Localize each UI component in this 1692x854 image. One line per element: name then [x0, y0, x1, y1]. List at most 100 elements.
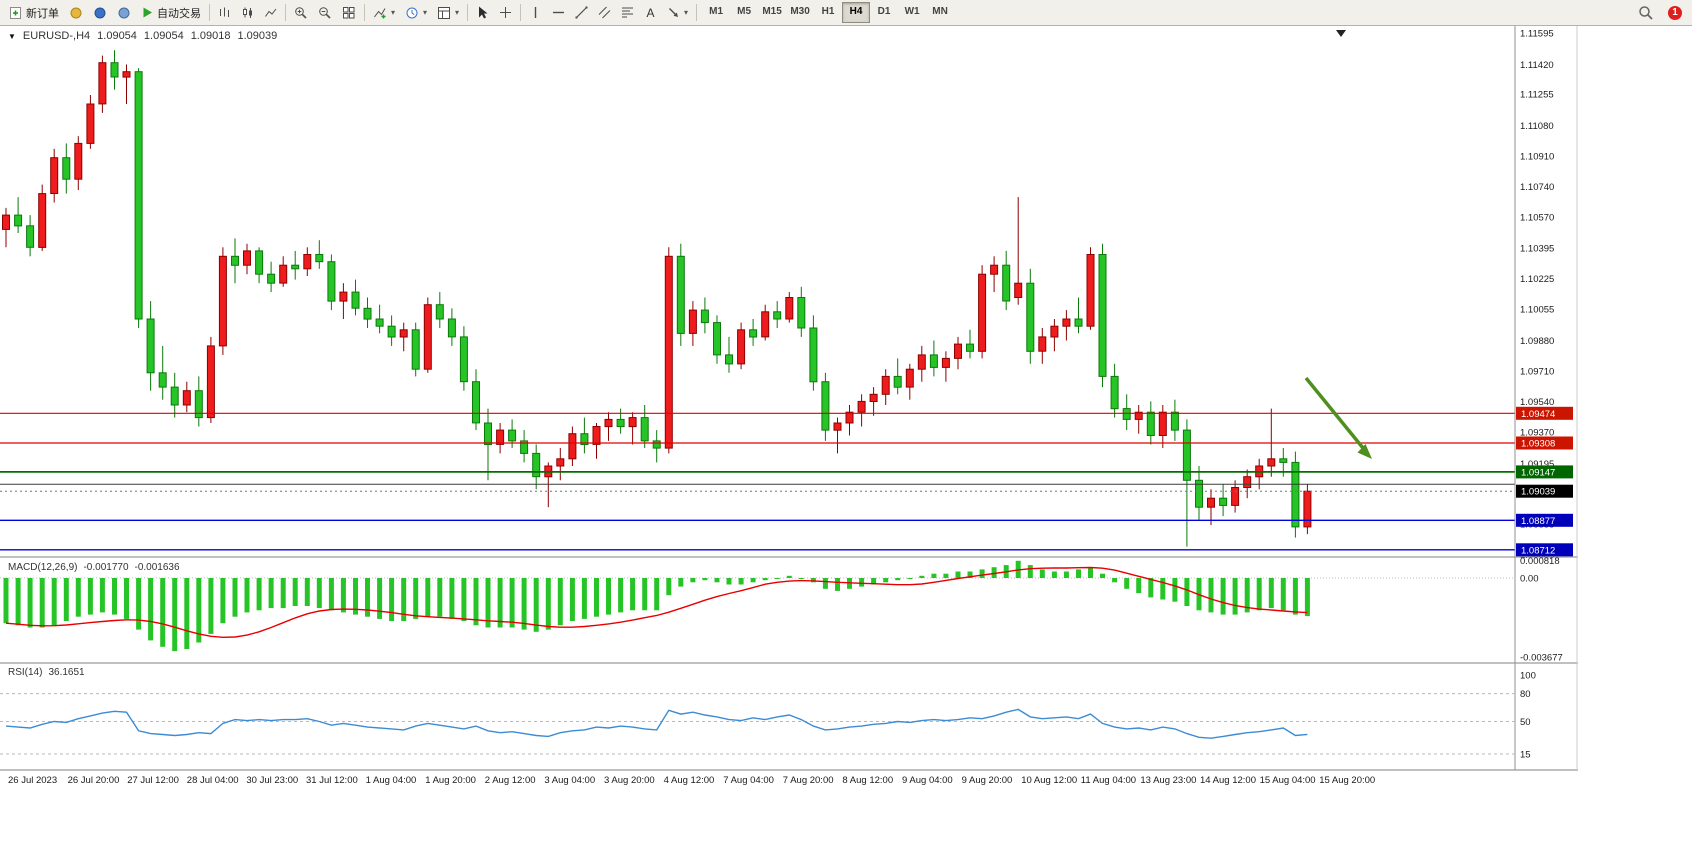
svg-text:13 Aug 23:00: 13 Aug 23:00 [1140, 775, 1196, 786]
price-axis[interactable]: 1.11595 1.11420 1.11255 1.11080 1.10910 1.107… [1520, 29, 1554, 562]
symbol-period-label: EURUSD-,H4 [22, 30, 91, 42]
autotrading-icon [143, 7, 152, 18]
price-level-badge: 1.09039 [1516, 484, 1573, 498]
channel-button[interactable] [593, 2, 616, 24]
toolbar-separator [520, 4, 522, 21]
indicators-button[interactable]: ▾ [368, 2, 400, 24]
chevron-down-icon: ▾ [423, 8, 428, 17]
line-chart-icon [265, 8, 277, 17]
market-watch-icon [94, 7, 106, 18]
svg-text:1.09370: 1.09370 [1520, 427, 1554, 438]
svg-text:1.10055: 1.10055 [1520, 305, 1554, 316]
autotrading-button[interactable]: 自动交易 [136, 2, 206, 24]
price-level-badge: 1.08712 [1516, 543, 1573, 557]
zoom-in-icon [295, 6, 307, 19]
one-click-trading-toggle[interactable]: ▼ [8, 31, 16, 41]
svg-text:1.10740: 1.10740 [1520, 182, 1554, 193]
price-level-badge: 1.09147 [1516, 465, 1573, 479]
svg-text:9 Aug 20:00: 9 Aug 20:00 [962, 775, 1013, 786]
svg-text:14 Aug 12:00: 14 Aug 12:00 [1200, 775, 1256, 786]
zoom-out-button[interactable] [313, 2, 337, 24]
bar-chart-icon [220, 7, 229, 17]
ohlc-low: 1.09018 [190, 30, 231, 42]
tile-windows-button[interactable] [337, 2, 361, 24]
timeframe-button-h4[interactable]: H4 [842, 2, 871, 23]
svg-text:1.09039: 1.09039 [1521, 487, 1555, 498]
history-center-button[interactable] [112, 2, 136, 24]
expert-advisors-button[interactable] [64, 2, 88, 24]
svg-text:1.08877: 1.08877 [1521, 516, 1555, 527]
ohlc-high: 1.09054 [143, 30, 184, 42]
crosshair-button[interactable] [494, 2, 517, 24]
timeframe-button-m1[interactable]: M1 [709, 6, 724, 17]
line-chart-button[interactable] [259, 2, 282, 24]
trendline-button[interactable] [570, 2, 593, 24]
timeframe-button-w1[interactable]: W1 [904, 6, 920, 17]
chevron-down-icon: ▾ [684, 8, 689, 17]
autotrading-label: 自动交易 [157, 7, 201, 20]
price-level-badge: 1.08877 [1516, 513, 1573, 527]
rsi-label: RSI(14) [8, 667, 43, 678]
svg-text:7 Aug 20:00: 7 Aug 20:00 [783, 775, 834, 786]
macd-signal-line [5, 566, 1308, 639]
svg-text:9 Aug 04:00: 9 Aug 04:00 [902, 775, 953, 786]
chart-shift-marker[interactable] [1336, 30, 1346, 37]
tile-windows-icon [343, 6, 355, 18]
rsi-axis-label: 50 [1520, 717, 1531, 728]
svg-text:3 Aug 04:00: 3 Aug 04:00 [544, 775, 595, 786]
svg-text:2 Aug 12:00: 2 Aug 12:00 [485, 775, 536, 786]
svg-text:1.11595: 1.11595 [1520, 29, 1554, 40]
svg-text:28 Jul 04:00: 28 Jul 04:00 [187, 775, 239, 786]
toolbar-separator [285, 4, 286, 21]
fibonacci-button[interactable] [616, 2, 639, 24]
rsi-axis-label: 100 [1520, 671, 1536, 682]
new-order-button[interactable]: 新订单 [4, 2, 64, 24]
zoom-in-button[interactable] [289, 2, 313, 24]
horizontal-line-button[interactable] [547, 2, 570, 24]
text-button[interactable]: A [639, 2, 662, 24]
price-level-badge: 1.09308 [1516, 436, 1573, 450]
svg-text:1.11255: 1.11255 [1520, 90, 1554, 101]
macd-axis-label: -0.003677 [1520, 653, 1563, 664]
fibonacci-icon [622, 7, 634, 18]
candlestick-chart-button[interactable] [236, 2, 259, 24]
svg-text:11 Aug 04:00: 11 Aug 04:00 [1081, 775, 1136, 786]
chart-header: ▼ EURUSD-,H4 1.09054 1.09054 1.09018 1.0… [8, 30, 277, 42]
new-order-label: 新订单 [26, 7, 59, 20]
arrows-button[interactable]: ▾ [662, 2, 693, 24]
market-watch-button[interactable] [88, 2, 112, 24]
templates-button[interactable]: ▾ [432, 2, 464, 24]
time-axis[interactable]: 26 Jul 2023 26 Jul 20:00 27 Jul 12:00 28 Ju… [8, 775, 1375, 786]
svg-text:1.10225: 1.10225 [1520, 274, 1554, 285]
timeframe-button-m15[interactable]: M15 [762, 6, 782, 17]
arrows-icon [669, 8, 679, 17]
annotation-arrow[interactable] [1304, 376, 1372, 459]
svg-text:8 Aug 12:00: 8 Aug 12:00 [842, 775, 893, 786]
svg-text:1.10570: 1.10570 [1520, 212, 1554, 223]
notification-badge[interactable]: 1 [1668, 5, 1682, 20]
templates-icon [438, 6, 451, 19]
timeframe-button-h1[interactable]: H1 [821, 6, 835, 17]
chart-canvas[interactable]: 1.11595 1.11420 1.11255 1.11080 1.10910 1.107… [0, 26, 1692, 854]
svg-text:26 Jul 20:00: 26 Jul 20:00 [68, 775, 120, 786]
svg-text:7 Aug 04:00: 7 Aug 04:00 [723, 775, 774, 786]
timeframe-group: M1 M5 M15 M30 H1 H4 D1 W1 MN [702, 2, 954, 23]
zoom-out-icon [319, 6, 331, 19]
chevron-down-icon: ▾ [455, 8, 460, 17]
svg-text:1.09147: 1.09147 [1521, 467, 1555, 478]
bar-chart-button[interactable] [213, 2, 236, 24]
periods-button[interactable]: ▾ [400, 2, 432, 24]
svg-text:27 Jul 12:00: 27 Jul 12:00 [127, 775, 179, 786]
svg-text:10 Aug 12:00: 10 Aug 12:00 [1021, 775, 1077, 786]
cursor-button[interactable] [471, 2, 494, 24]
history-center-icon [118, 7, 130, 18]
cursor-icon [479, 6, 488, 19]
vertical-line-button[interactable] [524, 2, 547, 24]
timeframe-button-d1[interactable]: D1 [877, 6, 891, 17]
search-icon[interactable] [1638, 5, 1654, 21]
panel-separators [0, 26, 1578, 771]
timeframe-button-m5[interactable]: M5 [737, 6, 752, 17]
timeframe-button-mn[interactable]: MN [932, 6, 948, 17]
chart-window: ▼ EURUSD-,H4 1.09054 1.09054 1.09018 1.0… [0, 26, 1692, 854]
timeframe-button-m30[interactable]: M30 [790, 6, 810, 17]
